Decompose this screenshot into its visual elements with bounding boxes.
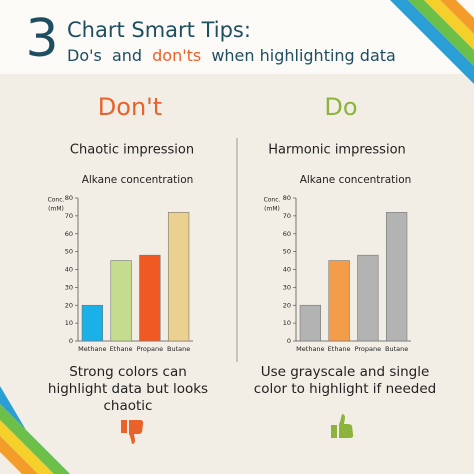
y-axis-label: (mM)	[264, 206, 280, 213]
y-tick-label: 0	[287, 337, 291, 345]
y-axis-label: (mM)	[48, 206, 64, 213]
tip-number: 3	[25, 9, 58, 69]
subtitle-part: when highlighting data	[211, 46, 396, 65]
subtitle-part: and	[112, 46, 142, 65]
caption-line: chaotic	[104, 398, 153, 414]
header-subtitle: Do's and don'ts when highlighting data	[67, 46, 396, 65]
panel-heading: Do	[324, 93, 357, 121]
caption-line: Use grayscale and single	[261, 364, 430, 380]
y-tick-label: 10	[283, 319, 291, 327]
y-tick-label: 0	[69, 337, 73, 345]
bar	[110, 260, 132, 342]
x-tick-label: Ethane	[110, 345, 133, 353]
y-tick-label: 30	[65, 283, 73, 291]
bar	[357, 254, 379, 342]
x-tick-label: Methane	[78, 345, 106, 353]
chart-title: Alkane concentration	[300, 174, 412, 186]
caption-line: color to highlight if needed	[254, 381, 436, 397]
x-tick-label: Propane	[355, 345, 382, 353]
y-tick-label: 50	[283, 248, 291, 256]
subtitle-highlight: don'ts	[152, 46, 201, 65]
panel-subheading: Chaotic impression	[70, 143, 194, 158]
caption-line: Strong colors can	[69, 364, 187, 380]
bar	[81, 304, 104, 342]
bar	[385, 212, 408, 342]
y-tick-label: 70	[283, 212, 291, 220]
subtitle-part: Do's	[67, 46, 102, 65]
y-tick-label: 70	[65, 212, 73, 220]
x-tick-label: Propane	[137, 345, 164, 353]
thumbs-down-icon	[121, 420, 144, 444]
bar	[299, 304, 322, 342]
y-tick-label: 20	[65, 301, 73, 309]
x-tick-label: Methane	[296, 345, 324, 353]
caption-line: highlight data but looks	[48, 381, 208, 397]
y-tick-label: 20	[283, 301, 291, 309]
x-tick-label: Butane	[167, 345, 190, 353]
y-tick-label: 40	[283, 266, 291, 274]
chart-title: Alkane concentration	[82, 174, 194, 186]
thumbs-up-icon	[331, 414, 354, 438]
y-axis-label: Conc.	[264, 197, 281, 204]
y-axis-label: Conc.	[48, 197, 65, 204]
x-tick-label: Butane	[385, 345, 408, 353]
y-tick-label: 10	[65, 319, 73, 327]
y-tick-label: 30	[283, 283, 291, 291]
y-tick-label: 60	[283, 230, 291, 238]
y-tick-label: 80	[283, 194, 291, 202]
bar	[139, 254, 161, 342]
bar	[328, 260, 350, 342]
y-tick-label: 50	[65, 248, 73, 256]
y-tick-label: 60	[65, 230, 73, 238]
y-tick-label: 40	[65, 266, 73, 274]
bar	[167, 212, 190, 342]
header-band	[0, 0, 474, 74]
x-tick-label: Ethane	[328, 345, 351, 353]
y-tick-label: 80	[65, 194, 73, 202]
panel-heading: Don't	[98, 93, 162, 121]
panel-subheading: Harmonic impression	[268, 143, 406, 158]
header-title: Chart Smart Tips:	[67, 18, 251, 42]
